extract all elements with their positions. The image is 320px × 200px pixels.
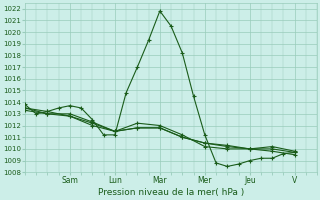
X-axis label: Pression niveau de la mer( hPa ): Pression niveau de la mer( hPa ) (98, 188, 244, 197)
